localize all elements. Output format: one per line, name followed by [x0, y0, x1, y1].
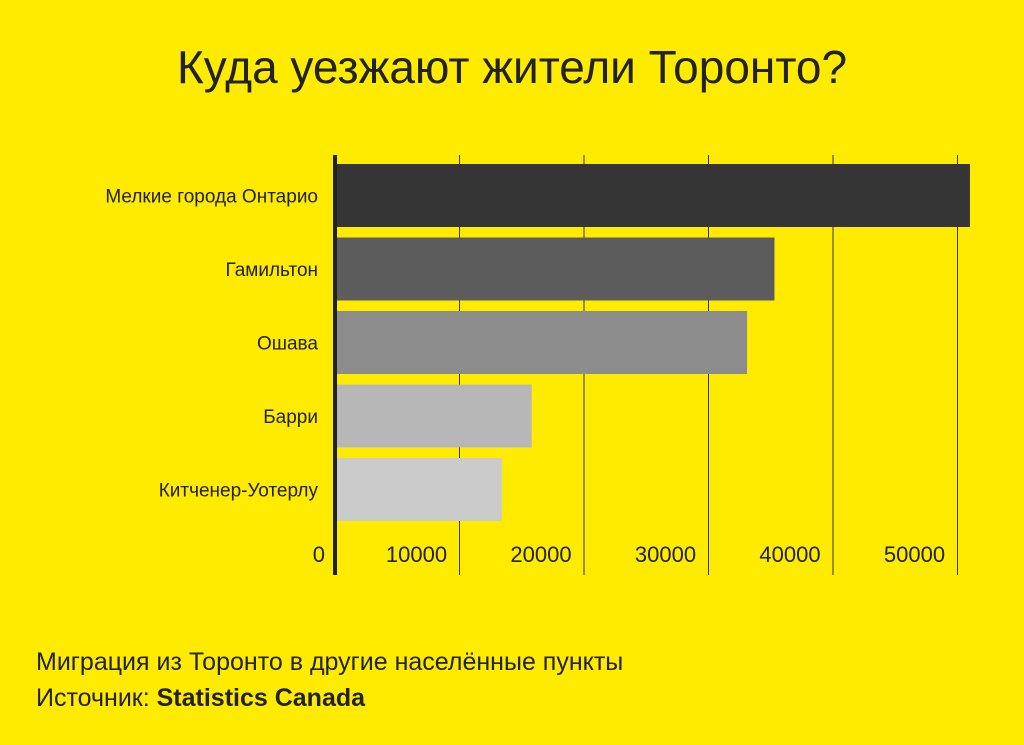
bar: [335, 237, 775, 301]
x-tick-label: 50000: [884, 542, 945, 567]
category-label: Ошава: [257, 334, 318, 355]
chart-subtitle: Миграция из Торонто в другие населённые …: [36, 648, 624, 676]
bar: [335, 164, 970, 227]
source-line: Источник: Statistics Canada: [36, 684, 365, 713]
x-tick-label: 30000: [635, 542, 696, 567]
source-label: Источник:: [36, 684, 157, 712]
bar: [335, 311, 748, 374]
x-tick-label: 0: [313, 542, 325, 567]
x-tick-labels: 0 10000 20000 30000 40000 50000: [313, 542, 945, 567]
bar: [335, 384, 532, 448]
bar: [335, 458, 502, 521]
category-label: Мелкие города Онтарио: [105, 187, 318, 208]
x-tick-label: 10000: [386, 542, 447, 567]
chart-title: Куда уезжают жители Торонто?: [176, 41, 848, 93]
source-name: Statistics Canada: [156, 684, 366, 712]
x-tick-label: 40000: [759, 542, 820, 567]
category-label: Гамильтон: [225, 260, 318, 281]
category-label: Китченер-Уотерлу: [159, 481, 319, 502]
category-labels: Мелкие города Онтарио Гамильтон Ошава Барри…: [105, 187, 318, 502]
category-label: Барри: [263, 407, 318, 428]
bars: [335, 164, 970, 521]
x-tick-label: 20000: [510, 542, 571, 567]
